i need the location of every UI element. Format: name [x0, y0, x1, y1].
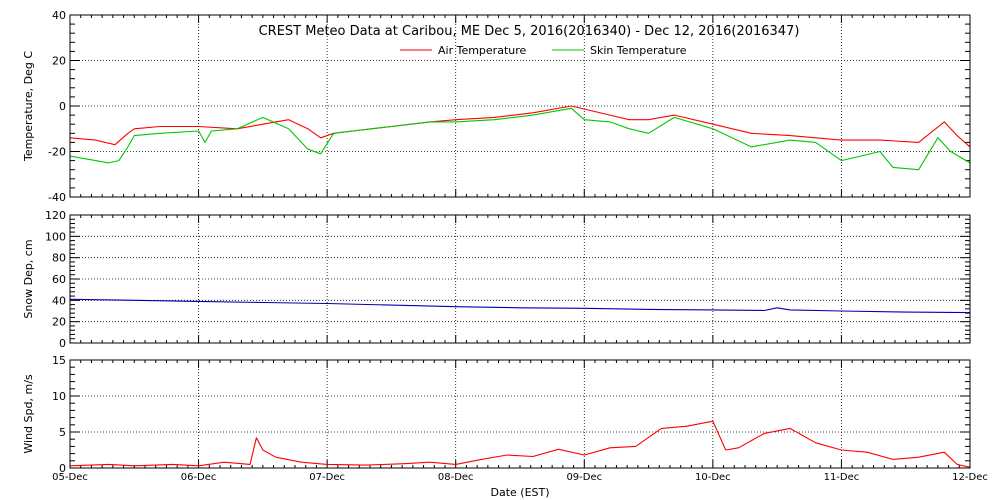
y-tick-label: 80 — [52, 252, 66, 265]
x-tick-label: 11-Dec — [824, 472, 860, 483]
y-axis-title: Temperature, Deg C — [22, 51, 35, 162]
x-tick-label: 12-Dec — [952, 472, 988, 483]
legend-label-air-temperature: Air Temperature — [438, 44, 527, 57]
y-axis-title: Wind Spd, m/s — [22, 374, 35, 454]
y-tick-label: 0 — [59, 337, 66, 350]
y-tick-label: 100 — [45, 230, 66, 243]
series-line-air-temperature — [69, 105, 971, 148]
y-tick-label: 40 — [52, 9, 66, 22]
y-tick-label: 15 — [52, 354, 66, 367]
y-tick-label: -40 — [48, 191, 66, 204]
y-tick-label: 20 — [52, 316, 66, 329]
y-axis-title: Snow Dep, cm — [22, 239, 35, 318]
x-tick-label: 08-Dec — [438, 472, 474, 483]
y-tick-label: 60 — [52, 273, 66, 286]
plot-frame — [69, 14, 971, 198]
x-tick-label: 09-Dec — [566, 472, 602, 483]
legend-label-skin-temperature: Skin Temperature — [590, 44, 687, 57]
y-tick-label: -20 — [48, 146, 66, 159]
y-tick-label: 120 — [45, 209, 66, 222]
series-line-wind-speed — [69, 420, 971, 468]
series-line-skin-temperature — [69, 107, 971, 171]
plot-frame — [69, 359, 971, 469]
temperature-panel: -40 -20 0 20 40 Temperature, Deg C — [22, 9, 971, 204]
chart-legend: Air Temperature Skin Temperature — [400, 44, 687, 57]
x-axis-title: Date (EST) — [490, 486, 549, 499]
x-tick-label: 05-Dec — [52, 472, 88, 483]
y-tick-label: 0 — [59, 100, 66, 113]
y-tick-label: 5 — [59, 426, 66, 439]
series-line-snow-depth — [69, 298, 971, 314]
plot-frame — [69, 214, 971, 344]
chart-title: CREST Meteo Data at Caribou, ME Dec 5, 2… — [259, 24, 800, 39]
snow-depth-panel: 0 20 40 60 80 100 120 Snow Dep, cm — [22, 209, 971, 350]
x-tick-label: 07-Dec — [309, 472, 345, 483]
wind-speed-panel: 0 5 10 15 Wind Spd, m/s 05-Dec 06-Dec 07-Dec 08-… — [22, 354, 988, 483]
y-tick-label: 10 — [52, 390, 66, 403]
x-tick-label: 10-Dec — [695, 472, 731, 483]
y-tick-label: 20 — [52, 55, 66, 68]
y-tick-label: 0 — [59, 462, 66, 475]
x-tick-label: 06-Dec — [181, 472, 217, 483]
y-tick-label: 40 — [52, 294, 66, 307]
